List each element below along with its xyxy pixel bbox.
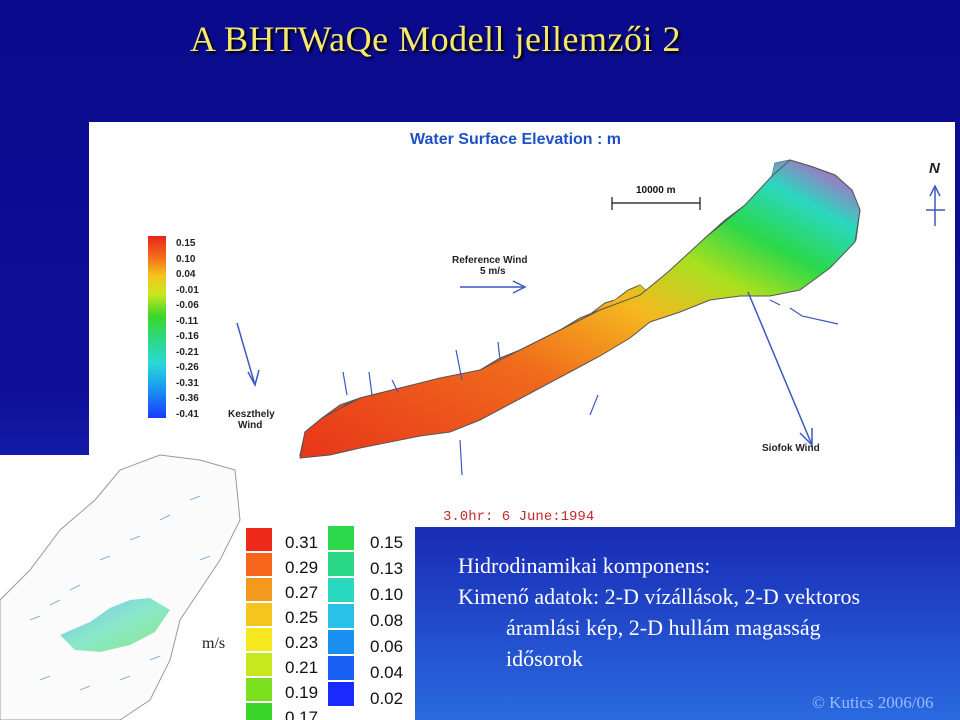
elevation-legend-label: -0.06 (176, 300, 199, 311)
text-line4: idősorok (506, 646, 583, 671)
velocity-legend-b-label: 0.04 (370, 663, 404, 682)
velocity-legend-a-label: 0.17 (285, 708, 319, 720)
velocity-legend-a-label: 0.21 (285, 658, 319, 677)
elevation-legend-label: -0.16 (176, 331, 199, 342)
velocity-legend-a-label: 0.19 (285, 683, 319, 702)
velocity-legend-a-swatch (246, 553, 272, 576)
velocity-legend-a-swatch (246, 653, 272, 676)
velocity-legend-b-swatch (328, 630, 354, 654)
text-line3: áramlási kép, 2-D hullám magasság (506, 615, 821, 640)
elevation-legend-label: -0.31 (176, 377, 199, 389)
elevation-legend-label: 0.15 (176, 238, 196, 249)
velocity-legend-a-labels: 0.31 0.29 0.27 0.25 0.23 0.21 0.19 0.17 (285, 530, 318, 720)
keszthely-wind-line2: Wind (238, 420, 263, 431)
velocity-legend-a-swatch (246, 703, 272, 720)
elevation-legend-bar (148, 236, 166, 418)
elevation-legend-label: -0.26 (176, 362, 199, 373)
siofok-wind-label: Siofok Wind (762, 443, 820, 454)
velocity-legend-b-swatches (328, 526, 354, 708)
velocity-legend-a-swatch (246, 528, 272, 551)
velocity-legend-b-swatch (328, 578, 354, 602)
velocity-legend-a-swatch (246, 678, 272, 701)
keszthely-wind-label: Keszthely Wind (228, 409, 275, 431)
velocity-legend-a-label: 0.23 (285, 633, 319, 652)
velocity-legend-b-label: 0.13 (370, 559, 404, 578)
velocity-legend-b-swatch (328, 656, 354, 680)
text-line2: Kimenő adatok: 2-D vízállások, 2-D vekto… (458, 584, 861, 609)
velocity-legend-b-swatch (328, 604, 354, 628)
velocity-legend-b-label: 0.08 (370, 611, 404, 630)
scale-bar-label: 10000 m (636, 185, 676, 196)
velocity-field (0, 454, 241, 720)
velocity-legend-a-swatch (246, 628, 272, 651)
elevation-legend-label: -0.36 (176, 393, 199, 404)
velocity-legend-b-labels: 0.15 0.13 0.10 0.08 0.06 0.04 0.02 (370, 530, 403, 712)
velocity-legend-b-label: 0.06 (370, 637, 404, 656)
keszthely-wind-line1: Keszthely (228, 409, 275, 420)
velocity-legend-a-swatch (246, 578, 272, 601)
velocity-legend-a-label: 0.27 (285, 583, 319, 602)
description-text: Hidrodinamikai komponens: Kimenő adatok:… (458, 550, 860, 674)
velocity-legend-a-label: 0.31 (285, 533, 319, 552)
elevation-legend-label: 0.04 (176, 269, 196, 280)
timestamp: 3.0hr: 6 June:1994 (443, 509, 595, 525)
elevation-legend-label: -0.11 (176, 315, 199, 327)
elevation-legend-label: -0.41 (176, 408, 199, 420)
slide-title: A BHTWaQe Modell jellemzői 2 (190, 19, 681, 59)
velocity-legend-b-label: 0.15 (370, 533, 404, 552)
copyright: © Kutics 2006/06 (812, 693, 934, 712)
reference-wind-line2: 5 m/s (480, 266, 506, 277)
elevation-legend-label: -0.21 (176, 346, 199, 358)
velocity-legend-a-swatches (246, 528, 272, 720)
map-heading: Water Surface Elevation : m (410, 131, 622, 148)
text-line1: Hidrodinamikai komponens: (458, 553, 711, 578)
velocity-legend-b-swatch (328, 552, 354, 576)
elevation-legend-label: 0.10 (176, 253, 196, 265)
velocity-legend-b-label: 0.10 (370, 585, 404, 604)
reference-wind-line1: Reference Wind (452, 255, 528, 266)
velocity-legend-a-label: 0.25 (285, 608, 319, 627)
velocity-legend-b-label: 0.02 (370, 689, 404, 708)
north-label: N (929, 160, 940, 177)
elevation-legend-labels: 0.15 0.10 0.04 -0.01 -0.06 -0.11 -0.16 -0.21 -0.… (176, 236, 199, 422)
velocity-unit-label: m/s (202, 635, 226, 652)
velocity-legend-b-swatch (328, 682, 354, 706)
reference-wind-label: Reference Wind 5 m/s (452, 255, 527, 277)
elevation-legend-label: -0.01 (176, 284, 199, 296)
velocity-legend-a-swatch (246, 603, 272, 626)
velocity-legend-b-swatch (328, 526, 354, 550)
velocity-legend-a-label: 0.29 (285, 558, 319, 577)
